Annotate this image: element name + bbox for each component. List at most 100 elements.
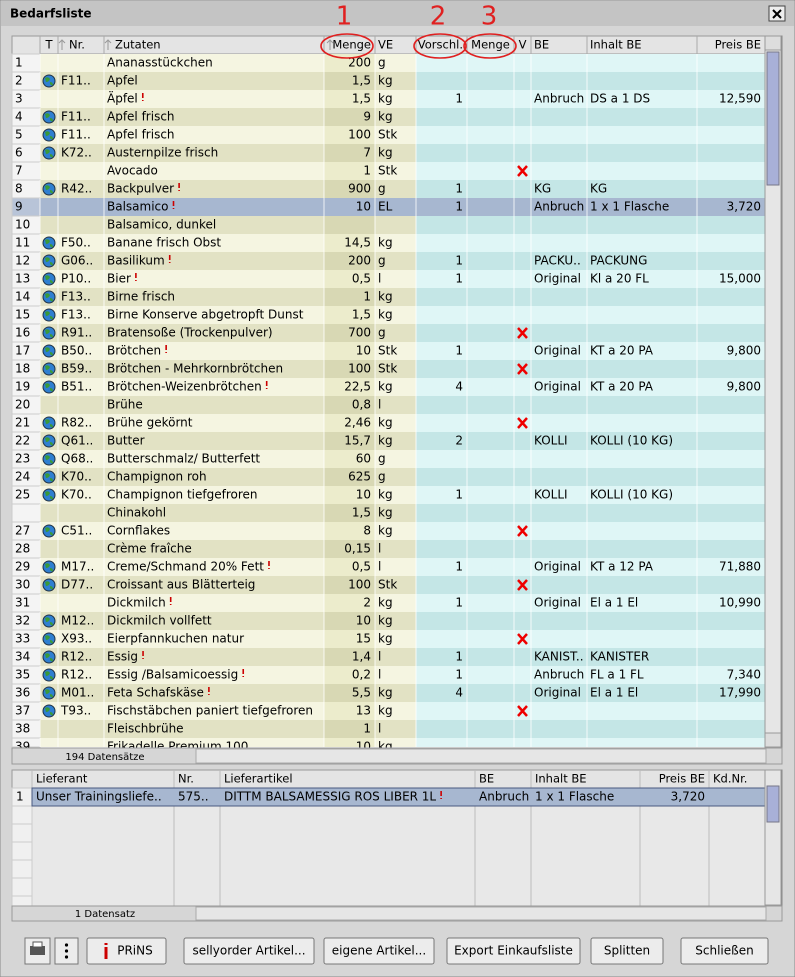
column-header[interactable]: Menge <box>332 38 371 52</box>
cell-text: 37 <box>15 704 30 718</box>
cell-text: 10 <box>356 200 371 214</box>
scroll-down[interactable] <box>764 732 782 748</box>
cell-text: K70.. <box>61 488 92 502</box>
column-header[interactable]: BE <box>534 38 549 52</box>
button[interactable] <box>183 937 315 965</box>
cell-text: Stk <box>378 578 397 592</box>
button-label[interactable]: sellyorder Artikel... <box>192 944 305 958</box>
cell-text: g <box>378 326 386 340</box>
cell-text: 2 <box>15 74 23 88</box>
column-header[interactable]: VE <box>378 38 393 52</box>
row-qty-bg <box>324 702 375 720</box>
globe-icon <box>42 434 56 448</box>
row-qty-bg <box>324 432 375 450</box>
globe-land <box>45 527 53 536</box>
row-left-bg <box>40 144 416 162</box>
row-qty-bg <box>324 252 375 270</box>
cell-text: Stk <box>378 164 397 178</box>
row-left-bg <box>40 738 416 747</box>
row-left-bg <box>40 702 416 720</box>
column-header[interactable]: Preis BE <box>659 772 705 786</box>
cell-text: Basilikum <box>107 254 165 268</box>
scroll-thumb[interactable] <box>766 785 780 823</box>
column-header[interactable]: Inhalt BE <box>535 772 587 786</box>
cell-text: B51.. <box>61 380 92 394</box>
column-header[interactable]: Vorschl. <box>418 38 463 52</box>
row-right-bg <box>416 540 765 558</box>
button-label[interactable]: PRiNS <box>117 944 153 958</box>
scroll-up[interactable] <box>764 35 782 51</box>
column-header[interactable]: Lieferartikel <box>224 772 293 786</box>
column-header[interactable]: Lieferant <box>36 772 88 786</box>
row-right-bg <box>416 504 765 522</box>
cell-text: Champignon roh <box>107 470 207 484</box>
column-header[interactable]: Inhalt BE <box>590 38 642 52</box>
globe-land <box>45 293 53 302</box>
row-qty-bg <box>324 126 375 144</box>
globe-icon <box>42 524 56 538</box>
column-header[interactable]: Preis BE <box>715 38 761 52</box>
cell-text: Banane frisch Obst <box>107 236 221 250</box>
row-index-bg <box>11 805 33 825</box>
cell-text: Q68.. <box>61 452 93 466</box>
row-qty-bg <box>324 558 375 576</box>
cell-text: kg <box>378 524 393 538</box>
globe-land <box>45 365 53 374</box>
row-left-bg <box>40 432 416 450</box>
globe-land <box>45 563 53 572</box>
row-right-bg <box>416 378 765 396</box>
cell-text: KOLLI (10 KG) <box>590 488 673 502</box>
row-right-bg <box>416 432 765 450</box>
scroll-thumb[interactable] <box>766 51 780 186</box>
column-header[interactable]: Kd.Nr. <box>713 772 747 786</box>
globe-icon <box>42 668 56 682</box>
cell-text: Balsamico, dunkel <box>107 218 216 232</box>
button[interactable] <box>446 937 581 965</box>
cell-text: KT a 20 PA <box>590 380 654 394</box>
row-qty-bg <box>324 612 375 630</box>
button-label[interactable]: Schließen <box>695 944 753 958</box>
cell-text: 1 <box>363 290 371 304</box>
column-header[interactable]: V <box>519 38 527 52</box>
row-qty-bg <box>324 666 375 684</box>
cell-text: R12.. <box>61 650 92 664</box>
cell-text: Anbruch <box>534 200 584 214</box>
button[interactable] <box>680 937 769 965</box>
cell-text: PACKUNG <box>590 254 647 268</box>
cell-text: 28 <box>15 542 30 556</box>
cell-text: l <box>378 722 381 736</box>
column-header[interactable]: Menge <box>471 38 510 52</box>
row-qty-bg <box>324 180 375 198</box>
cell-text: 5,5 <box>352 686 371 700</box>
cell-text: Dickmilch vollfett <box>107 614 212 628</box>
button-label[interactable]: eigene Artikel... <box>332 944 426 958</box>
globe-icon <box>42 146 56 160</box>
menu-button[interactable] <box>54 937 79 965</box>
button-label[interactable]: Splitten <box>604 944 650 958</box>
cell-text: 0,5 <box>352 272 371 286</box>
cell-text: l <box>378 542 381 556</box>
print-button[interactable] <box>24 937 51 965</box>
cell-text: 13 <box>356 704 371 718</box>
cell-text: F50.. <box>61 236 91 250</box>
column-header[interactable]: BE <box>479 772 494 786</box>
button[interactable] <box>323 937 435 965</box>
button[interactable] <box>590 937 664 965</box>
cell-text: 4 <box>455 686 463 700</box>
cell-text: FL a 1 FL <box>590 668 644 682</box>
cell-text: F11.. <box>61 110 91 124</box>
column-header[interactable]: Nr. <box>178 772 194 786</box>
globe-land <box>45 347 53 356</box>
window-title: Bedarfsliste <box>10 7 92 21</box>
cell-text: Fischstäbchen paniert tiefgefroren <box>107 704 313 718</box>
row-qty-bg <box>324 324 375 342</box>
close-button[interactable] <box>768 5 786 22</box>
row-right-bg <box>416 612 765 630</box>
button-label[interactable]: Export Einkaufsliste <box>454 944 573 958</box>
globe-icon <box>42 362 56 376</box>
cell-text: Birne Konserve abgetropft Dunst <box>107 308 304 322</box>
cell-text: 10 <box>15 218 30 232</box>
column-header[interactable]: Zutaten <box>115 38 161 52</box>
column-header[interactable]: Nr. <box>69 38 85 52</box>
column-header[interactable]: T <box>44 38 53 52</box>
